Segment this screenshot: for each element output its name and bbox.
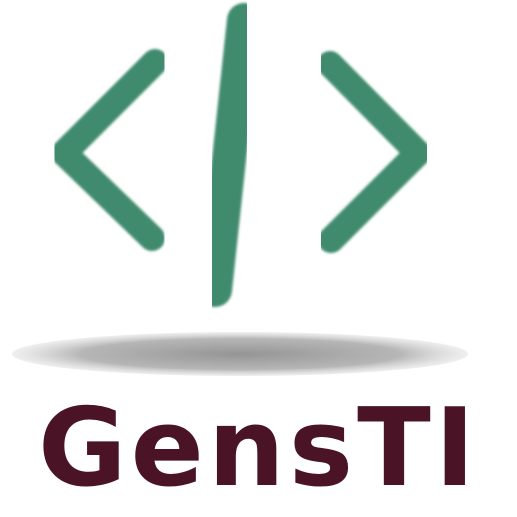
left-bracket-upper-stroke [51,49,168,166]
brand-wordmark: GensTI [38,386,479,511]
right-bracket-upper-stroke [317,51,431,166]
right-bracket-lower-stroke [318,140,431,253]
left-angle-bracket-icon [51,49,168,251]
slash-icon [198,3,261,307]
ellipse-shadow [12,332,468,376]
left-bracket-lower-stroke [51,140,165,251]
right-angle-bracket-icon [317,51,431,253]
